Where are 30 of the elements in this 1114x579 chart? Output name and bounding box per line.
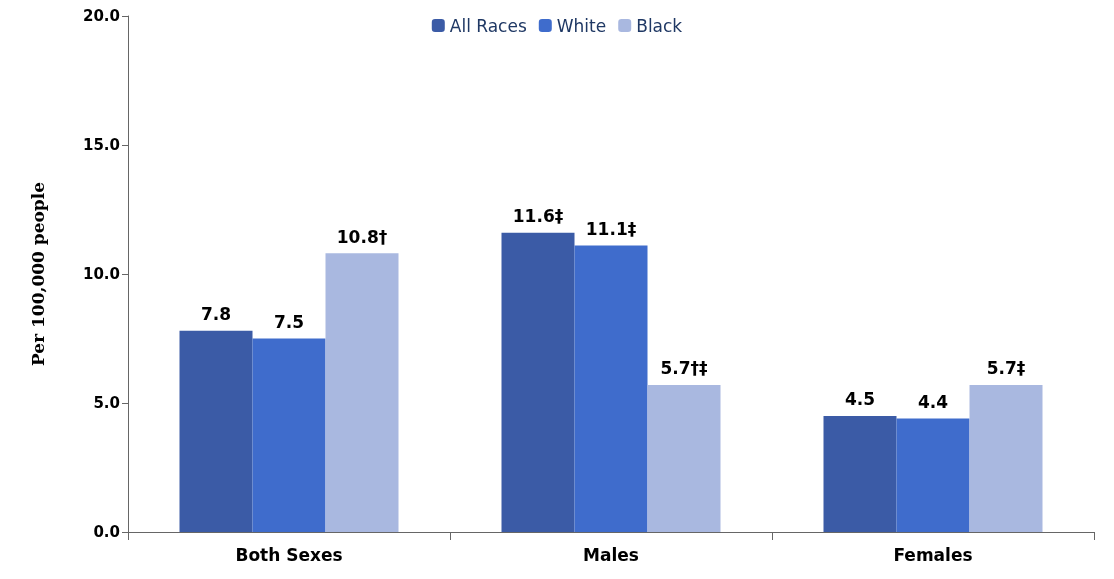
data-label: 7.8 [200, 304, 232, 325]
y-tick-label: 15.0 [82, 136, 120, 154]
legend-label: White [556, 15, 607, 36]
data-label: 5.7†‡ [660, 358, 708, 379]
x-tick-label: Both Sexes [235, 544, 343, 565]
y-tick-label: 0.0 [93, 523, 120, 541]
data-label: 11.6‡ [512, 206, 564, 227]
legend-label: All Races [449, 15, 527, 36]
x-tick-label: Females [893, 544, 973, 565]
bar [325, 253, 399, 532]
data-label: 4.5 [844, 389, 876, 410]
data-label: 11.1‡ [585, 219, 637, 240]
x-tick-label: Males [583, 544, 639, 565]
y-tick-label: 5.0 [93, 394, 120, 412]
data-label: 5.7‡ [986, 358, 1026, 379]
bar [574, 245, 648, 532]
legend-label: Black [636, 15, 683, 36]
data-label: 4.4 [917, 391, 949, 412]
bar [179, 330, 253, 532]
bar [252, 338, 326, 532]
y-tick-label: 20.0 [82, 7, 120, 25]
y-axis-title: Per 100,000 people [27, 181, 48, 367]
bar [896, 418, 970, 532]
data-label: 10.8† [336, 226, 388, 247]
bar [501, 232, 575, 532]
bar [969, 384, 1043, 532]
y-tick-label: 10.0 [82, 265, 120, 283]
bar [647, 384, 721, 532]
bar [823, 415, 897, 532]
data-label: 7.5 [273, 312, 305, 332]
